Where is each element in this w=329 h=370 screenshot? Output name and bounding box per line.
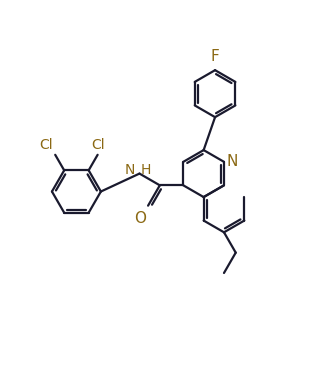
- Text: Cl: Cl: [39, 138, 53, 152]
- Text: F: F: [211, 48, 219, 64]
- Text: Cl: Cl: [91, 138, 104, 152]
- Text: N: N: [125, 163, 135, 176]
- Text: H: H: [141, 163, 151, 176]
- Text: O: O: [134, 211, 146, 226]
- Text: N: N: [227, 154, 238, 169]
